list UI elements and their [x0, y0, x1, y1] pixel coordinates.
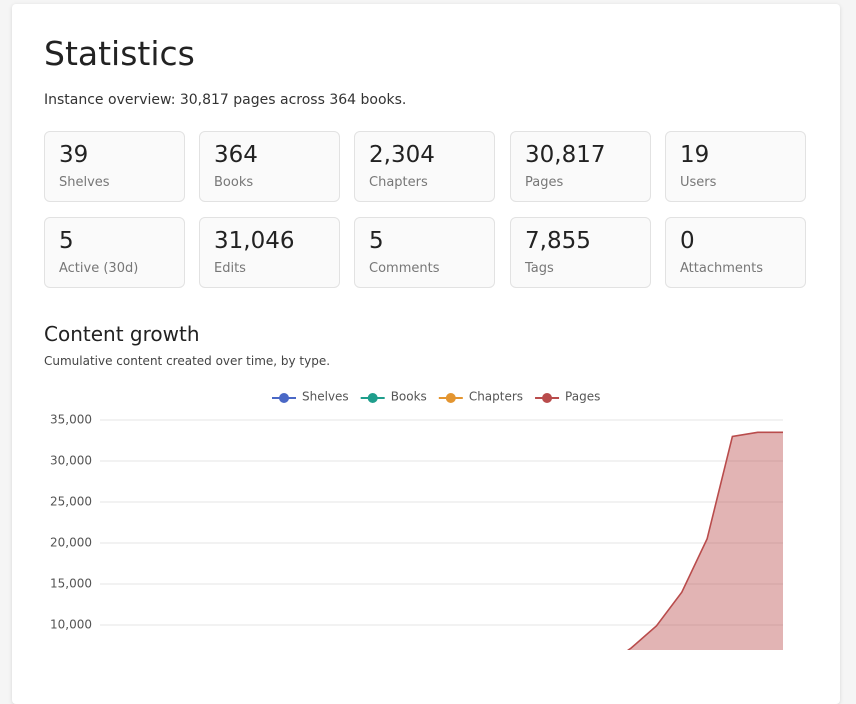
stat-label: Tags — [525, 261, 554, 276]
stat-value: 19 — [680, 142, 710, 168]
stat-label: Books — [214, 175, 254, 190]
section-title: Content growth — [44, 322, 200, 346]
stat-value: 5 — [369, 228, 384, 254]
stat-card: 0 Attachments — [665, 217, 806, 288]
stat-card: 2,304 Chapters — [354, 131, 495, 202]
legend-marker — [445, 393, 456, 403]
stat-value: 5 — [59, 228, 74, 254]
legend-marker — [367, 393, 378, 403]
legend-label: Books — [391, 390, 427, 404]
stat-value: 364 — [214, 142, 258, 168]
stat-label: Edits — [214, 261, 246, 276]
area — [628, 432, 783, 650]
stat-label: Active (30d) — [59, 261, 139, 276]
stat-value: 0 — [680, 228, 695, 254]
legend-label: Shelves — [302, 390, 349, 404]
stat-card: 30,817 Pages — [510, 131, 651, 202]
stat-card: 39 Shelves — [44, 131, 185, 202]
stat-card: 19 Users — [665, 131, 806, 202]
y-tick-label: 10,000 — [50, 618, 92, 632]
stat-label: Attachments — [680, 261, 763, 276]
chart: 10,000 15,000 20,000 25,000 30,000 35,000 Shel… — [50, 390, 783, 650]
stat-label: Chapters — [369, 175, 428, 190]
y-tick-label: 15,000 — [50, 577, 92, 591]
stat-label: Comments — [369, 261, 440, 276]
legend-marker — [279, 393, 289, 403]
legend-marker — [542, 393, 553, 403]
stat-value: 2,304 — [369, 142, 435, 168]
stat-card: 31,046 Edits — [199, 217, 340, 288]
stat-label: Pages — [525, 175, 564, 190]
legend-label: Chapters — [469, 390, 523, 404]
stat-card: 5 Comments — [354, 217, 495, 288]
legend-label: Pages — [565, 390, 600, 404]
section-subtitle: Cumulative content created over time, by… — [44, 354, 331, 368]
page-title: Statistics — [44, 34, 195, 73]
y-tick-label: 35,000 — [50, 413, 92, 427]
stat-card: 364 Books — [199, 131, 340, 202]
stat-label: Shelves — [59, 175, 110, 190]
stats-panel: Statistics Instance overview: 30,817 pag… — [12, 4, 840, 704]
y-tick-label: 25,000 — [50, 495, 92, 509]
y-tick-label: 20,000 — [50, 536, 92, 550]
line — [627, 431, 783, 650]
stat-value: 39 — [59, 142, 89, 168]
stat-value: 31,046 — [214, 228, 295, 254]
page: Statistics Instance overview: 30,817 pag… — [44, 34, 806, 650]
y-tick-label: 30,000 — [50, 454, 92, 468]
stat-label: Users — [680, 175, 717, 190]
stat-card: 7,855 Tags — [510, 217, 651, 288]
stat-value: 7,855 — [525, 228, 591, 254]
page-subtitle: Instance overview: 30,817 pages across 3… — [44, 92, 407, 108]
stat-card: 5 Active (30d) — [44, 217, 185, 288]
stat-value: 30,817 — [525, 142, 606, 168]
